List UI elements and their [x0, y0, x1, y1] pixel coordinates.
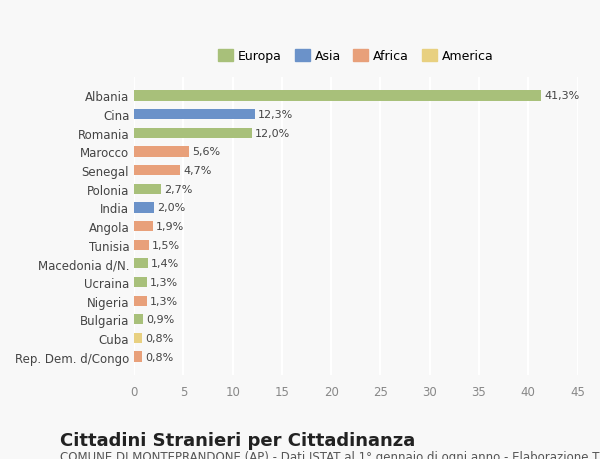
Bar: [134, 333, 142, 343]
Text: 0,9%: 0,9%: [146, 314, 174, 325]
Bar: [134, 296, 147, 306]
Text: 1,5%: 1,5%: [152, 240, 180, 250]
Text: 0,8%: 0,8%: [145, 333, 173, 343]
Bar: [134, 184, 161, 195]
Bar: [134, 91, 541, 101]
Bar: [134, 129, 253, 139]
Text: Cittadini Stranieri per Cittadinanza: Cittadini Stranieri per Cittadinanza: [60, 431, 415, 449]
Text: 2,7%: 2,7%: [164, 185, 192, 194]
Text: 2,0%: 2,0%: [157, 203, 185, 213]
Text: 1,9%: 1,9%: [156, 222, 184, 231]
Text: 1,3%: 1,3%: [150, 277, 178, 287]
Bar: [134, 221, 153, 232]
Bar: [134, 203, 154, 213]
Bar: [134, 147, 189, 157]
Text: 5,6%: 5,6%: [192, 147, 220, 157]
Bar: [134, 258, 148, 269]
Text: 1,3%: 1,3%: [150, 296, 178, 306]
Bar: [134, 110, 256, 120]
Text: 41,3%: 41,3%: [544, 91, 580, 101]
Bar: [134, 352, 142, 362]
Bar: [134, 277, 147, 287]
Bar: [134, 240, 149, 250]
Text: 4,7%: 4,7%: [184, 166, 212, 176]
Bar: [134, 314, 143, 325]
Text: 12,3%: 12,3%: [258, 110, 293, 120]
Text: 12,0%: 12,0%: [256, 129, 290, 139]
Text: 1,4%: 1,4%: [151, 259, 179, 269]
Text: COMUNE DI MONTEPRANDONE (AP) - Dati ISTAT al 1° gennaio di ogni anno - Elaborazi: COMUNE DI MONTEPRANDONE (AP) - Dati ISTA…: [60, 450, 600, 459]
Legend: Europa, Asia, Africa, America: Europa, Asia, Africa, America: [213, 45, 499, 68]
Bar: [134, 166, 181, 176]
Text: 0,8%: 0,8%: [145, 352, 173, 362]
